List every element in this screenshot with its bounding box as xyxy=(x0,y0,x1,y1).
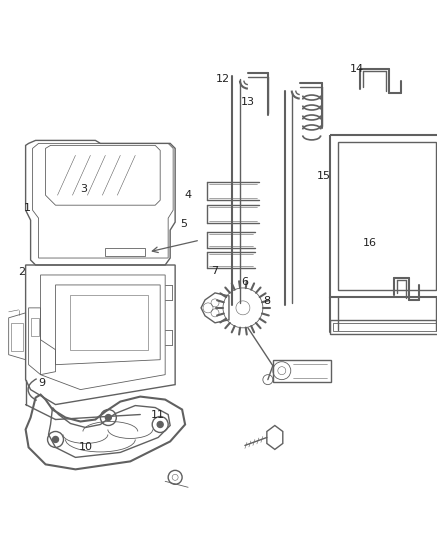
Circle shape xyxy=(53,437,59,442)
Bar xyxy=(31,318,39,336)
Bar xyxy=(338,142,436,290)
Text: 3: 3 xyxy=(80,184,87,195)
Text: 10: 10 xyxy=(79,442,93,452)
Text: 15: 15 xyxy=(317,171,331,181)
Circle shape xyxy=(106,415,111,421)
Text: 4: 4 xyxy=(185,190,192,200)
Text: 13: 13 xyxy=(241,97,255,107)
Bar xyxy=(330,135,438,297)
Text: 5: 5 xyxy=(180,219,187,229)
Circle shape xyxy=(157,422,163,427)
Text: 12: 12 xyxy=(216,75,230,84)
Text: 1: 1 xyxy=(23,203,30,213)
Text: 8: 8 xyxy=(264,296,271,306)
Bar xyxy=(71,295,148,350)
Bar xyxy=(273,360,331,382)
Bar xyxy=(330,320,438,334)
Text: 14: 14 xyxy=(350,64,364,74)
Text: 7: 7 xyxy=(211,266,218,276)
Bar xyxy=(332,323,438,331)
Bar xyxy=(106,248,145,256)
Bar xyxy=(11,323,23,351)
Text: 2: 2 xyxy=(18,267,25,277)
Text: 6: 6 xyxy=(242,278,249,287)
Text: 16: 16 xyxy=(363,238,377,248)
Text: 11: 11 xyxy=(151,410,165,420)
Text: 9: 9 xyxy=(39,378,46,389)
